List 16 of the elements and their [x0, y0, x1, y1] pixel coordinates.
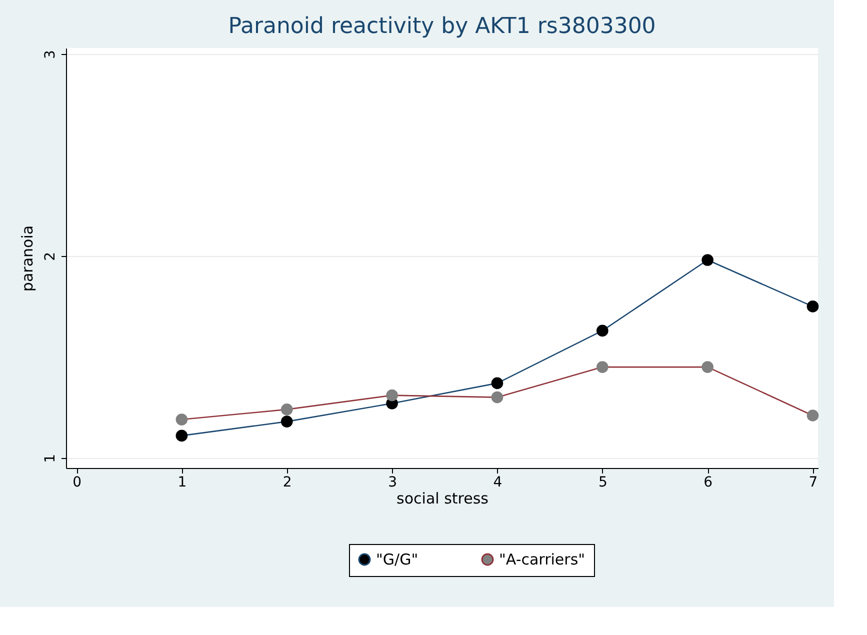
- y-axis-title: paranoia: [18, 225, 36, 292]
- legend-label: "G/G": [376, 550, 418, 569]
- y-tick-label: 2: [42, 252, 58, 261]
- y-tick-label: 3: [42, 50, 58, 60]
- x-tick-label: 2: [282, 474, 292, 490]
- x-tick-label: 3: [388, 474, 398, 490]
- x-tick-label: 7: [808, 474, 818, 490]
- y-tick-label: 1: [42, 454, 58, 463]
- x-tick-label: 1: [178, 474, 187, 490]
- x-tick-label: 5: [598, 474, 608, 490]
- x-tick-label: 0: [72, 474, 82, 490]
- x-tick-label: 6: [704, 474, 713, 490]
- x-axis-title: social stress: [396, 490, 489, 508]
- chart-title: Paranoid reactivity by AKT1 rs3803300: [228, 14, 656, 39]
- x-tick-label: 4: [493, 474, 502, 490]
- legend-label: "A-carriers": [499, 550, 586, 569]
